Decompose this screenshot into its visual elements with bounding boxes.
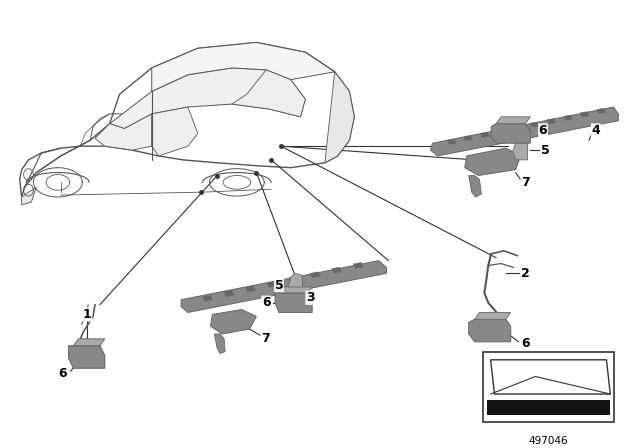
Polygon shape — [109, 68, 305, 129]
Text: 5: 5 — [541, 143, 549, 157]
Polygon shape — [513, 138, 527, 160]
Bar — [486, 400, 611, 415]
Text: 5: 5 — [275, 279, 284, 292]
Polygon shape — [481, 132, 489, 138]
Text: 7: 7 — [521, 176, 530, 189]
Polygon shape — [491, 124, 531, 143]
Polygon shape — [181, 261, 387, 312]
Polygon shape — [224, 291, 234, 297]
Polygon shape — [20, 43, 354, 197]
Polygon shape — [275, 293, 312, 312]
Text: 7: 7 — [261, 332, 269, 345]
Polygon shape — [353, 263, 363, 268]
Polygon shape — [232, 70, 305, 117]
Polygon shape — [68, 346, 105, 368]
Polygon shape — [597, 108, 605, 113]
Text: 6: 6 — [521, 337, 530, 350]
Polygon shape — [468, 176, 481, 197]
Polygon shape — [211, 310, 257, 334]
Text: 2: 2 — [521, 267, 530, 280]
Polygon shape — [497, 129, 506, 134]
Polygon shape — [468, 319, 511, 342]
Polygon shape — [564, 115, 572, 120]
Polygon shape — [74, 339, 105, 346]
Polygon shape — [465, 148, 520, 176]
Polygon shape — [447, 139, 456, 144]
Polygon shape — [464, 136, 472, 141]
Polygon shape — [580, 112, 589, 117]
Polygon shape — [246, 286, 255, 292]
Polygon shape — [279, 287, 312, 293]
Polygon shape — [491, 360, 611, 394]
Text: 4: 4 — [591, 124, 600, 137]
Polygon shape — [22, 187, 36, 205]
Text: 6: 6 — [58, 366, 67, 379]
Polygon shape — [214, 334, 225, 353]
Polygon shape — [496, 117, 531, 124]
Polygon shape — [203, 295, 212, 301]
Bar — [483, 352, 614, 422]
Polygon shape — [152, 43, 335, 91]
Polygon shape — [547, 119, 556, 124]
Polygon shape — [152, 107, 198, 156]
Polygon shape — [474, 312, 511, 319]
Polygon shape — [95, 114, 152, 150]
Polygon shape — [325, 72, 354, 163]
Polygon shape — [310, 272, 320, 278]
Polygon shape — [514, 125, 522, 130]
Polygon shape — [289, 276, 298, 282]
Polygon shape — [267, 281, 277, 287]
Polygon shape — [531, 122, 539, 127]
Polygon shape — [431, 107, 618, 156]
Text: 3: 3 — [306, 291, 314, 304]
Polygon shape — [332, 267, 342, 273]
Text: 6: 6 — [262, 296, 271, 309]
Text: 1: 1 — [83, 308, 92, 321]
Text: 497046: 497046 — [529, 436, 568, 446]
Polygon shape — [289, 273, 302, 293]
Text: 6: 6 — [539, 124, 547, 137]
